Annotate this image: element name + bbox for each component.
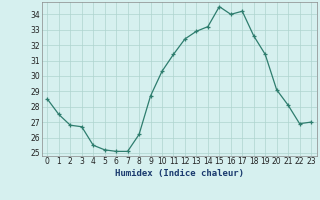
X-axis label: Humidex (Indice chaleur): Humidex (Indice chaleur) [115, 169, 244, 178]
